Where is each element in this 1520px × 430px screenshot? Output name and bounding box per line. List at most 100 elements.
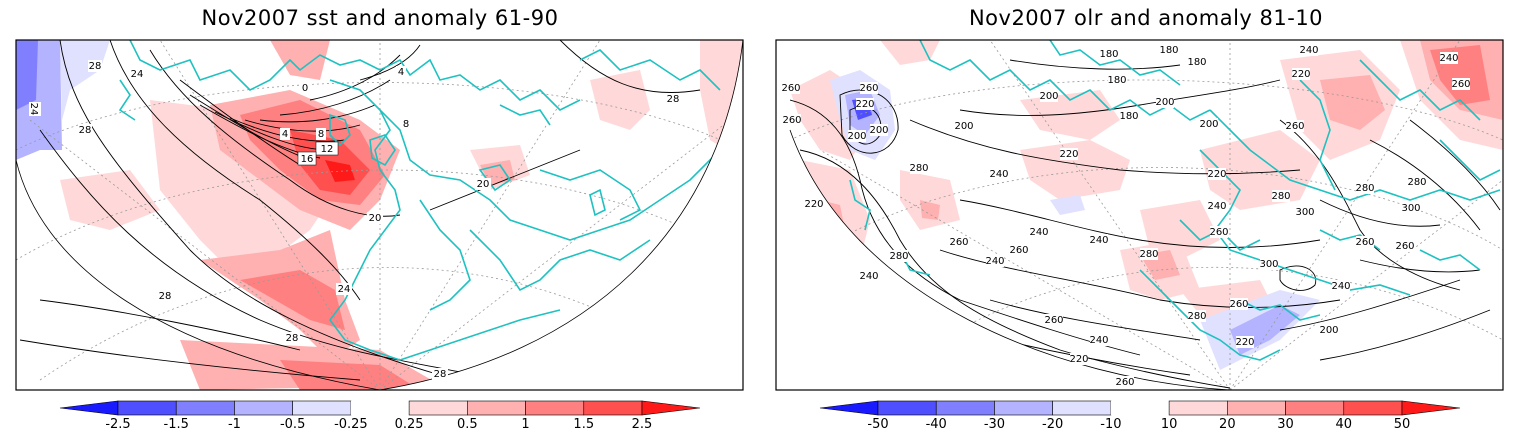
colorbar-label: -0.5 xyxy=(280,417,305,430)
contour-label: 260 xyxy=(782,115,801,126)
contour-label: 220 xyxy=(1235,337,1254,348)
colorbar-label: -0.25 xyxy=(334,417,368,430)
colorbar-label: -1.5 xyxy=(164,417,189,430)
contour-label: 280 xyxy=(1271,191,1290,202)
colorbar-arrow-high xyxy=(641,400,701,416)
contour-label: 240 xyxy=(1299,45,1318,56)
contour-label: 260 xyxy=(1229,299,1248,310)
sst-panel: Nov2007 sst and anomaly 61-90 xyxy=(15,6,744,430)
contour-label: 20 xyxy=(369,213,382,224)
contour-label: 220 xyxy=(1059,149,1078,160)
contour-label: 180 xyxy=(1099,49,1118,60)
colorbar-label: -1 xyxy=(228,417,241,430)
colorbar-swatch xyxy=(1227,400,1286,416)
colorbar-label: 20 xyxy=(1219,417,1236,430)
contour-label: 280 xyxy=(889,251,908,262)
contour-label: 280 xyxy=(909,163,928,174)
colorbar-swatch xyxy=(1110,401,1170,415)
contour-label: 240 xyxy=(985,256,1004,267)
colorbar-label: -50 xyxy=(867,417,888,430)
contour-label: 260 xyxy=(1395,241,1414,252)
colorbar-label: -40 xyxy=(926,417,947,430)
colorbar-swatch xyxy=(1285,400,1345,416)
colorbar-swatch xyxy=(467,400,526,416)
contour-label: 260 xyxy=(1355,237,1374,248)
contour-label: 12 xyxy=(321,144,334,155)
contour-label: 280 xyxy=(1139,249,1158,260)
colorbar-label: 0.5 xyxy=(457,417,478,430)
colorbar-swatch xyxy=(175,400,235,416)
colorbar-label: 1 xyxy=(521,417,529,430)
contour-label: 260 xyxy=(1451,79,1470,90)
colorbar-swatch xyxy=(1168,400,1228,416)
colorbar-swatch xyxy=(877,400,937,416)
olr-colorbar: -50 -40 -30 -20 -10 10 20 30 40 50 xyxy=(819,400,1461,430)
contour-label: 260 xyxy=(1044,315,1063,326)
contour-label: 200 xyxy=(1039,91,1058,102)
contour-label: 28 xyxy=(667,94,680,105)
colorbar-swatch xyxy=(935,400,995,416)
colorbar-arrow-high xyxy=(1401,400,1461,416)
colorbar-label: 10 xyxy=(1161,417,1178,430)
contour-label: 260 xyxy=(859,83,878,94)
contour-label: 260 xyxy=(949,237,968,248)
colorbar-arrow-low xyxy=(819,400,879,416)
contour-label: 200 xyxy=(1155,97,1174,108)
contour-label: 0 xyxy=(302,83,308,94)
contour-label: 4 xyxy=(398,67,404,78)
panel-title: Nov2007 olr and anomaly 81-10 xyxy=(968,6,1324,30)
contour-label: 300 xyxy=(1295,207,1314,218)
contour-label: 8 xyxy=(403,119,409,130)
contour-label: 24 xyxy=(131,69,144,80)
contour-label: 240 xyxy=(1439,53,1458,64)
contour-label: 300 xyxy=(1259,259,1278,270)
contour-label: 260 xyxy=(1285,121,1304,132)
colorbar-label: 30 xyxy=(1277,417,1294,430)
colorbar-label: -10 xyxy=(1100,417,1121,430)
colorbar-label: 40 xyxy=(1336,417,1353,430)
colorbar-label: -30 xyxy=(984,417,1005,430)
olr-panel: Nov2007 olr and anomaly 81-10 xyxy=(760,0,1520,430)
colorbar-label: 2.5 xyxy=(632,417,653,430)
colorbar-swatch xyxy=(234,400,293,416)
colorbar-label: 50 xyxy=(1394,417,1411,430)
contour-label: 200 xyxy=(954,121,973,132)
contour-label: 280 xyxy=(1355,183,1374,194)
colorbar-swatch xyxy=(292,400,352,416)
colorbar-swatch xyxy=(994,400,1053,416)
contour-label: 180 xyxy=(1187,57,1206,68)
contour-label: 240 xyxy=(859,271,878,282)
contour-label: 240 xyxy=(1207,201,1226,212)
colorbar-label: -2.5 xyxy=(105,417,130,430)
colorbar-swatch xyxy=(350,401,410,415)
contour-label: 180 xyxy=(1119,111,1138,122)
colorbar-label: -20 xyxy=(1042,417,1063,430)
contour-label: 8 xyxy=(318,129,324,140)
olr-map: 180 180 260 260 220 200 200 260 200 200 xyxy=(775,39,1504,430)
contour-label: 24 xyxy=(338,284,351,295)
contour-label: 4 xyxy=(282,129,288,140)
contour-label: 260 xyxy=(1209,227,1228,238)
contour-label: 28 xyxy=(89,61,102,72)
contour-label: 180 xyxy=(1159,45,1178,56)
colorbar-label: 1.5 xyxy=(573,417,594,430)
contour-label: 180 xyxy=(1107,75,1126,86)
contour-label: 20 xyxy=(477,179,490,190)
colorbar-swatch xyxy=(525,400,585,416)
contour-label: 16 xyxy=(301,154,314,165)
contour-label: 200 xyxy=(1199,119,1218,130)
contour-label: 28 xyxy=(286,333,299,344)
contour-label: 280 xyxy=(1407,177,1426,188)
panel-title: Nov2007 sst and anomaly 61-90 xyxy=(201,6,559,30)
contour-label: 260 xyxy=(1009,245,1028,256)
contour-label: 24 xyxy=(28,103,39,116)
colorbar-label: 0.25 xyxy=(395,417,424,430)
sst-colorbar: -2.5 -1.5 -1 -0.5 -0.25 0.25 0.5 1 1.5 2.5 xyxy=(59,400,701,430)
colorbar-swatch xyxy=(117,400,177,416)
contour-label: 240 xyxy=(1331,281,1350,292)
contour-label: 260 xyxy=(781,83,800,94)
colorbar-swatch xyxy=(583,400,643,416)
contour-label: 28 xyxy=(159,291,172,302)
contour-label: 220 xyxy=(804,199,823,210)
contour-label: 220 xyxy=(855,99,874,110)
